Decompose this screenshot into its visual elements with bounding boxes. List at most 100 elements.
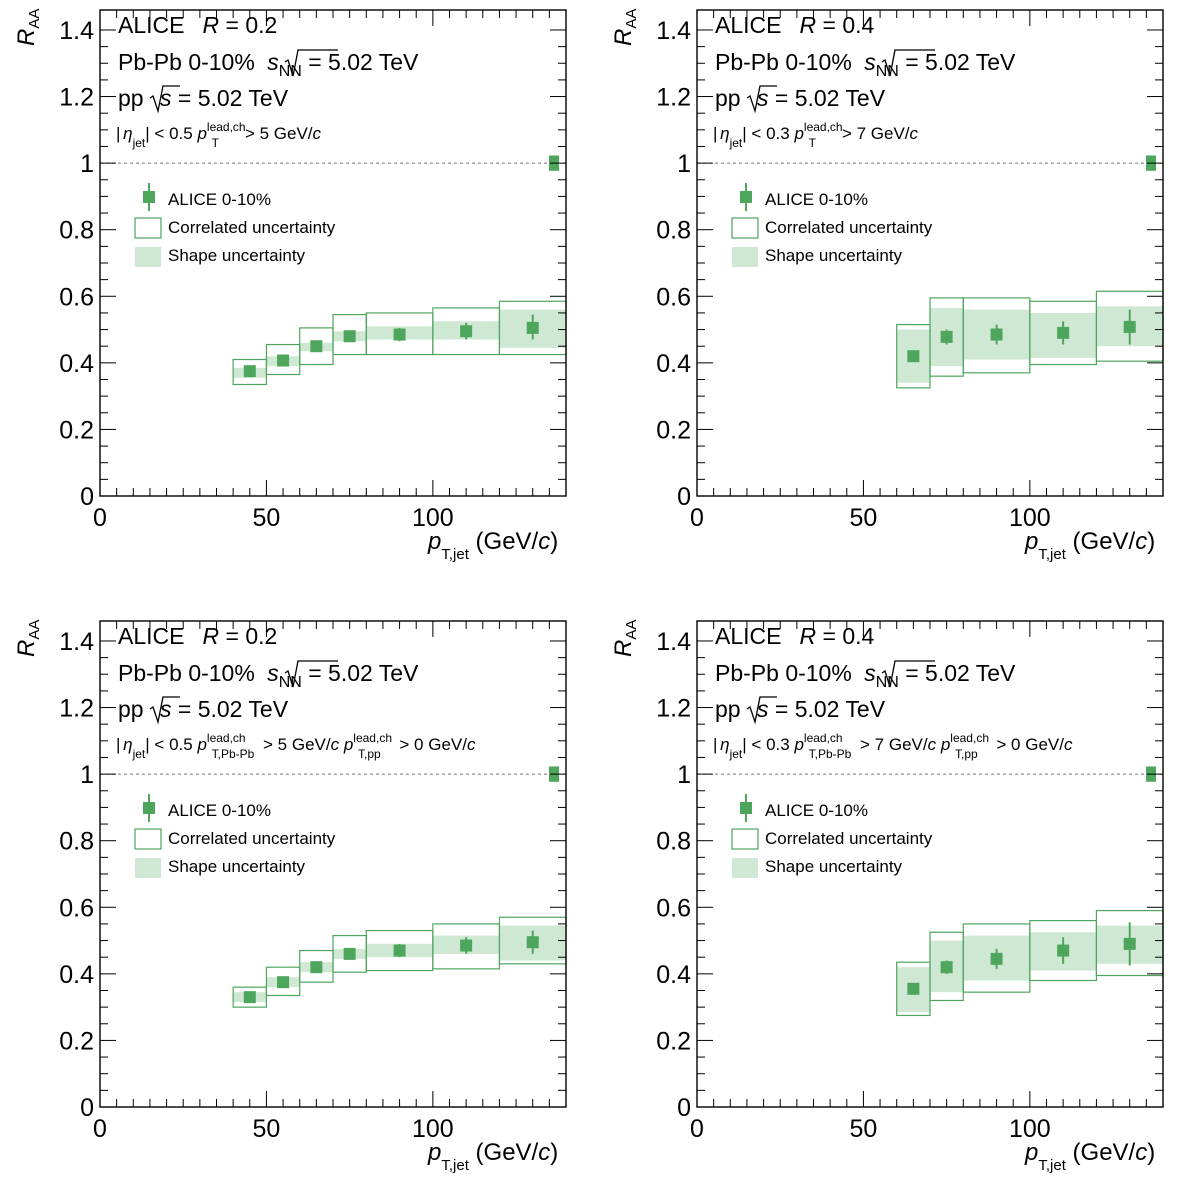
energy-subscript: NN <box>876 63 899 80</box>
data-point <box>1123 320 1136 333</box>
selection-criteria-part: η <box>720 124 729 143</box>
radius-symbol: R <box>799 623 816 649</box>
legend-data-marker-icon <box>143 191 155 203</box>
y-tick-label: 0.8 <box>59 828 94 856</box>
annotation-line-3: pp s = 5.02 TeV <box>118 85 289 111</box>
legend-correlated-label: Correlated uncertainty <box>765 218 933 237</box>
x-axis-title-sub: T,jet <box>441 1157 469 1174</box>
reference-energy-value: = 5.02 TeV <box>171 85 288 111</box>
selection-criteria-part: > 0 GeV/ <box>395 735 468 754</box>
legend-shape-label: Shape uncertainty <box>765 246 903 265</box>
y-tick-label: 0 <box>677 1094 691 1122</box>
y-tick-label: 0.4 <box>656 961 691 989</box>
selection-criteria: | ηjet| < 0.3 plead,ch T > 7 GeV/c <box>713 120 919 150</box>
reference-energy-symbol: s <box>757 85 769 111</box>
y-axis-title-main: R <box>610 640 637 657</box>
reference-system: pp <box>118 85 150 111</box>
x-tick-label: 100 <box>412 504 454 532</box>
selection-criteria-part: p <box>196 735 206 754</box>
x-axis-title-main: p <box>1024 528 1038 555</box>
selection-criteria-part: | <box>713 124 722 143</box>
x-axis-title-unit-italic: c <box>538 528 550 555</box>
y-tick-label: 0.2 <box>59 1027 94 1055</box>
selection-criteria-part: T,Pb-Pb <box>212 747 255 761</box>
energy-value: = 5.02 TeV <box>302 49 419 75</box>
selection-criteria-part: T,Pb-Pb <box>809 747 852 761</box>
selection-criteria-part: η <box>123 735 132 754</box>
selection-criteria: | ηjet| < 0.3 plead,ch T,Pb-Pb > 7 GeV/c … <box>713 731 1073 761</box>
legend-data-label: ALICE 0-10% <box>168 190 271 209</box>
data-point <box>393 328 406 341</box>
legend-correlated-label: Correlated uncertainty <box>168 218 336 237</box>
selection-criteria-part: > 0 GeV/ <box>992 735 1065 754</box>
collision-system: Pb-Pb 0-10% <box>118 49 261 75</box>
y-tick-label: 0.4 <box>59 350 94 378</box>
data-point <box>1057 326 1070 339</box>
y-tick-label: 0.4 <box>656 350 691 378</box>
data-point <box>277 976 290 989</box>
x-axis-title-main: p <box>427 1139 441 1166</box>
radius-symbol: R <box>202 623 219 649</box>
selection-criteria: | ηjet| < 0.5 plead,ch T > 5 GeV/c <box>116 120 322 150</box>
selection-criteria-part: | <box>713 735 722 754</box>
x-axis-title-sub: T,jet <box>1038 1157 1066 1174</box>
selection-criteria-part: lead,ch <box>353 731 392 745</box>
reference-system: pp <box>715 696 747 722</box>
selection-criteria-part: p <box>793 124 803 143</box>
legend-shape-label: Shape uncertainty <box>168 246 306 265</box>
data-point <box>243 991 256 1004</box>
selection-criteria-part: lead,ch <box>804 120 843 134</box>
annotation-line-3: pp s = 5.02 TeV <box>715 696 886 722</box>
energy-value: = 5.02 TeV <box>899 660 1016 686</box>
y-axis-title: RAA <box>610 620 640 657</box>
x-tick-label: 50 <box>850 1115 878 1143</box>
selection-criteria-part: p <box>196 124 206 143</box>
y-tick-label: 1.4 <box>656 17 691 45</box>
sqrt-symbol-icon <box>149 85 180 114</box>
data-point <box>940 961 953 974</box>
selection-criteria-part: lead,ch <box>207 731 246 745</box>
legend-data-marker-icon <box>143 802 155 814</box>
selection-criteria-part: c <box>910 124 919 143</box>
x-axis-title: pT,jet (GeV/c) <box>427 1139 558 1174</box>
x-tick-label: 50 <box>253 504 281 532</box>
annotation-line-2: Pb-Pb 0-10% sNN = 5.02 TeV <box>118 660 419 691</box>
sqrt-symbol-icon <box>881 49 935 77</box>
data-point <box>1123 937 1136 950</box>
energy-symbol: s <box>267 660 279 686</box>
collision-system: Pb-Pb 0-10% <box>715 49 858 75</box>
selection-criteria-part: | < 0.3 <box>742 735 794 754</box>
energy-symbol: s <box>864 49 876 75</box>
x-axis-title-unit-close: ) <box>1147 1139 1155 1166</box>
radius-symbol: R <box>202 12 219 38</box>
data-point <box>243 365 256 378</box>
data-point <box>907 982 920 995</box>
legend-correlated-icon <box>731 828 759 850</box>
y-axis-title-main: R <box>610 29 637 46</box>
radius-value: = 0.2 <box>219 623 277 649</box>
x-axis-title-unit: (GeV/ <box>469 1139 539 1166</box>
annotation-line-1: ALICE R = 0.4 <box>715 12 875 38</box>
x-tick-label: 0 <box>690 504 704 532</box>
legend-data-marker-icon <box>740 802 752 814</box>
y-tick-label: 0.2 <box>656 416 691 444</box>
x-axis-title-unit-italic: c <box>1135 1139 1147 1166</box>
y-tick-label: 1.2 <box>656 695 691 723</box>
data-point <box>990 328 1003 341</box>
x-axis-title-unit: (GeV/ <box>469 528 539 555</box>
y-axis-title-sub: AA <box>26 620 43 640</box>
selection-criteria-part: lead,ch <box>950 731 989 745</box>
experiment-name: ALICE <box>715 623 781 649</box>
selection-criteria-part: c <box>928 735 937 754</box>
data-point <box>526 936 539 949</box>
selection-criteria-part: > 5 GeV/ <box>258 735 331 754</box>
legend-correlated-icon <box>134 217 162 239</box>
legend-data-marker-icon <box>740 191 752 203</box>
y-axis-title-sub: AA <box>26 9 43 29</box>
energy-subscript: NN <box>279 63 302 80</box>
selection-criteria: | ηjet| < 0.5 plead,ch T,Pb-Pb > 5 GeV/c … <box>116 731 476 761</box>
legend-shape-icon <box>732 247 758 267</box>
x-axis-title-unit-close: ) <box>1147 528 1155 555</box>
y-tick-label: 0.2 <box>656 1027 691 1055</box>
